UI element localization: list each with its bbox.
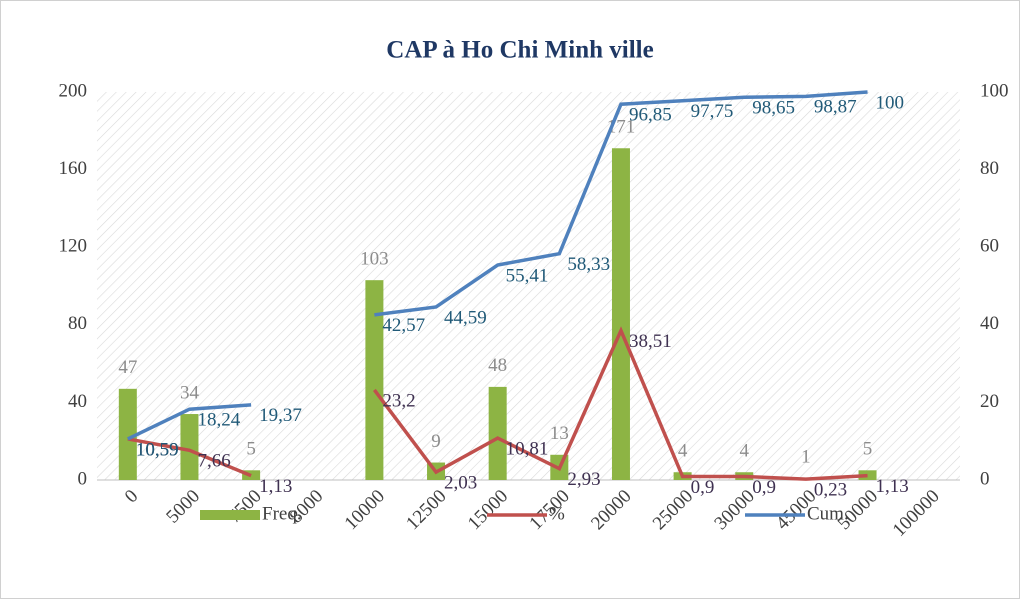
line-label: 44,59 [444, 307, 487, 328]
line-label: 2,93 [567, 469, 600, 490]
line-label: 18,24 [197, 410, 240, 431]
legend-swatch [200, 510, 260, 520]
line-label: 1,13 [876, 476, 909, 497]
bar-label: 13 [550, 423, 569, 444]
y-tick-label: 160 [59, 158, 88, 179]
line-label: 55,41 [506, 265, 549, 286]
bar-label: 47 [118, 357, 137, 378]
line-label: 23,2 [382, 390, 415, 411]
y-tick-label: 120 [59, 236, 88, 257]
bar-label: 5 [863, 439, 873, 460]
line-label: 0,23 [814, 479, 847, 500]
line-label: 2,03 [444, 472, 477, 493]
bar [858, 470, 877, 480]
y-tick-label: 200 [59, 80, 88, 101]
line-label: 1,13 [259, 476, 292, 497]
bar-label: 4 [678, 441, 688, 462]
legend-label: Cum. [807, 503, 849, 524]
line-label: 7,66 [197, 451, 230, 472]
line-label: 96,85 [629, 105, 672, 126]
bar-label: 34 [180, 382, 200, 403]
plot-area [97, 92, 960, 480]
bar-label: 1 [801, 446, 811, 467]
y2-tick-label: 20 [980, 391, 999, 412]
y2-tick-label: 100 [980, 80, 1009, 101]
bar-label: 5 [246, 439, 256, 460]
line-series [127, 326, 868, 481]
line-label: 98,87 [814, 97, 857, 118]
chart-title: CAP à Ho Chi Minh ville [386, 37, 653, 64]
y2-tick-label: 40 [980, 313, 999, 334]
line-series [127, 90, 868, 441]
bar [180, 414, 199, 480]
line-label: 42,57 [382, 315, 425, 336]
bar-label: 48 [488, 355, 507, 376]
bar [118, 388, 137, 480]
bar [488, 386, 507, 480]
line-label: 97,75 [691, 101, 734, 122]
bar [611, 148, 630, 480]
bar-label: 9 [431, 431, 441, 452]
line-label: 10,81 [506, 438, 549, 459]
bar-label: 103 [360, 249, 389, 270]
line-label: 10,59 [136, 439, 179, 460]
line-label: 58,33 [567, 254, 610, 275]
legend-label: % [549, 503, 565, 524]
line-label: 98,65 [752, 98, 795, 119]
line-label: 19,37 [259, 405, 302, 426]
legend-label: Freq. [262, 503, 302, 524]
y-tick-label: 40 [68, 391, 87, 412]
y-tick-label: 0 [78, 468, 88, 489]
y2-tick-label: 80 [980, 158, 999, 179]
line-label: 0,9 [691, 477, 715, 498]
line-label: 100 [876, 92, 905, 113]
bar [365, 280, 384, 480]
line-label: 38,51 [629, 331, 672, 352]
y-tick-label: 80 [68, 313, 87, 334]
y2-tick-label: 0 [980, 468, 990, 489]
y2-tick-label: 60 [980, 236, 999, 257]
line-label: 0,9 [752, 477, 776, 498]
bar-label: 4 [740, 441, 750, 462]
line-label: 10,59 [136, 439, 179, 460]
